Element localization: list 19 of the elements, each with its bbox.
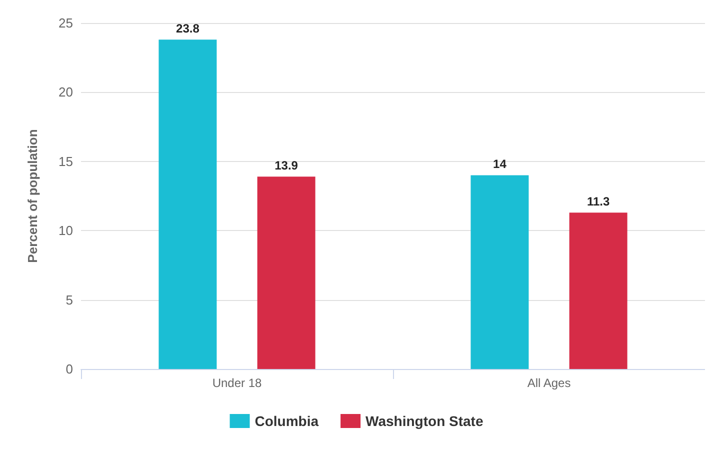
y-tick-label: 25 (58, 16, 73, 30)
y-tick-label: 0 (66, 362, 73, 376)
legend-label: Columbia (254, 413, 319, 429)
x-tick-label: Under 18 (212, 376, 262, 390)
y-tick-label: 10 (58, 223, 73, 238)
data-label: 23.8 (176, 22, 200, 36)
y-axis-title: Percent of population (25, 129, 40, 263)
x-tick-label: All Ages (527, 376, 571, 390)
data-label: 11.3 (586, 194, 610, 209)
bar (569, 212, 628, 369)
y-tick-label: 5 (66, 292, 73, 308)
y-tick-label: 20 (58, 84, 73, 100)
data-label: 14 (493, 157, 507, 172)
bar (158, 40, 217, 369)
data-label: 13.9 (274, 158, 298, 173)
y-tick-label: 15 (58, 154, 73, 169)
bar (470, 175, 529, 369)
legend-label: Washington State (366, 413, 484, 429)
bar (257, 176, 316, 369)
